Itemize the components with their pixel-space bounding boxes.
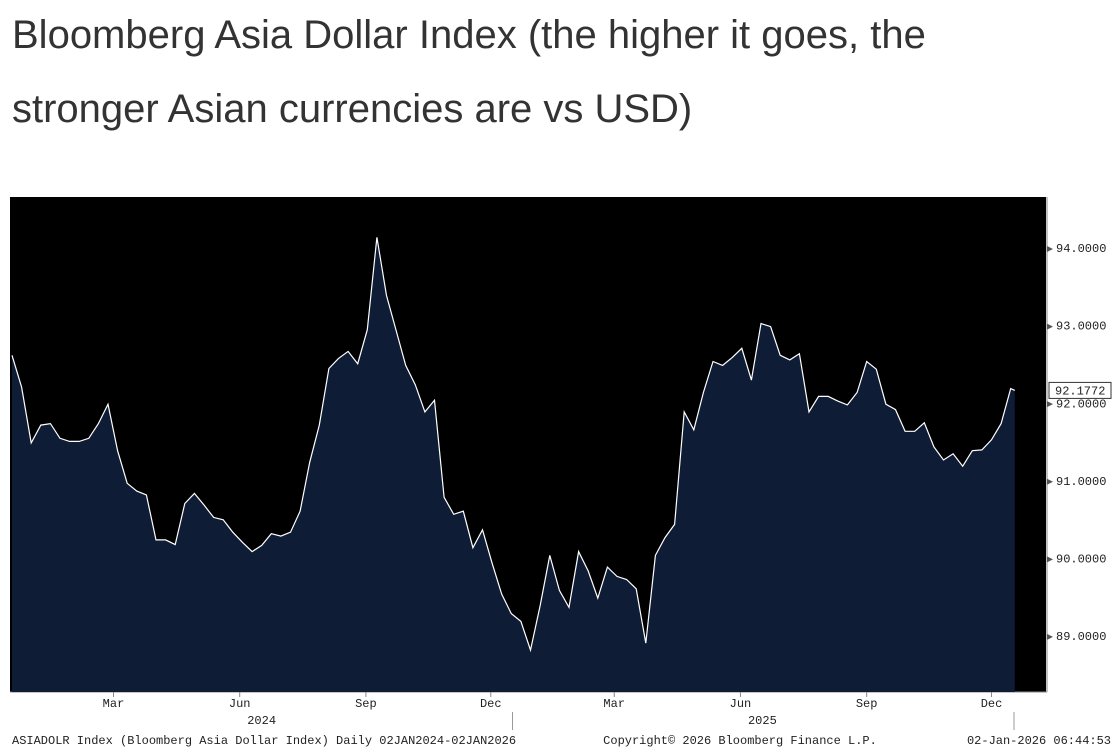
x-tick-label: Jun xyxy=(730,697,752,711)
y-tick-label: 94.0000 xyxy=(1056,242,1106,256)
chart-title: Bloomberg Asia Dollar Index (the higher … xyxy=(12,13,926,131)
last-value-box xyxy=(1048,381,1112,399)
year-label: 2025 xyxy=(748,714,777,728)
line xyxy=(11,237,1016,653)
year-label: 2024 xyxy=(247,714,276,728)
x-tick-label: Mar xyxy=(103,697,125,711)
x-tick-label: Dec xyxy=(480,697,502,711)
y-tick-mark xyxy=(1047,323,1053,330)
last-value-label: 92.1772 xyxy=(1055,385,1105,399)
footer-left: ASIADOLR Index (Bloomberg Asia Dollar In… xyxy=(12,734,516,748)
area xyxy=(12,237,1015,693)
y-tick-label: 92.0000 xyxy=(1056,397,1106,411)
y-tick-label: 89.0000 xyxy=(1056,630,1106,644)
y-tick-mark xyxy=(1047,478,1053,485)
y-tick-mark xyxy=(1047,401,1053,408)
footer-right: 02-Jan-2026 06:44:53 xyxy=(967,734,1111,748)
y-tick-label: 93.0000 xyxy=(1056,320,1106,334)
y-tick-label: 91.0000 xyxy=(1056,475,1106,489)
footer-center: Copyright© 2026 Bloomberg Finance L.P. xyxy=(603,734,877,748)
x-tick-label: Mar xyxy=(603,697,625,711)
x-tick-label: Sep xyxy=(856,697,878,711)
y-tick-mark xyxy=(1047,556,1053,563)
y-tick-mark xyxy=(1047,633,1053,640)
x-tick-label: Sep xyxy=(355,697,377,711)
y-tick-label: 90.0000 xyxy=(1056,552,1106,566)
y-tick-mark xyxy=(1047,245,1053,252)
x-tick-label: Dec xyxy=(981,697,1003,711)
x-tick-label: Jun xyxy=(229,697,251,711)
